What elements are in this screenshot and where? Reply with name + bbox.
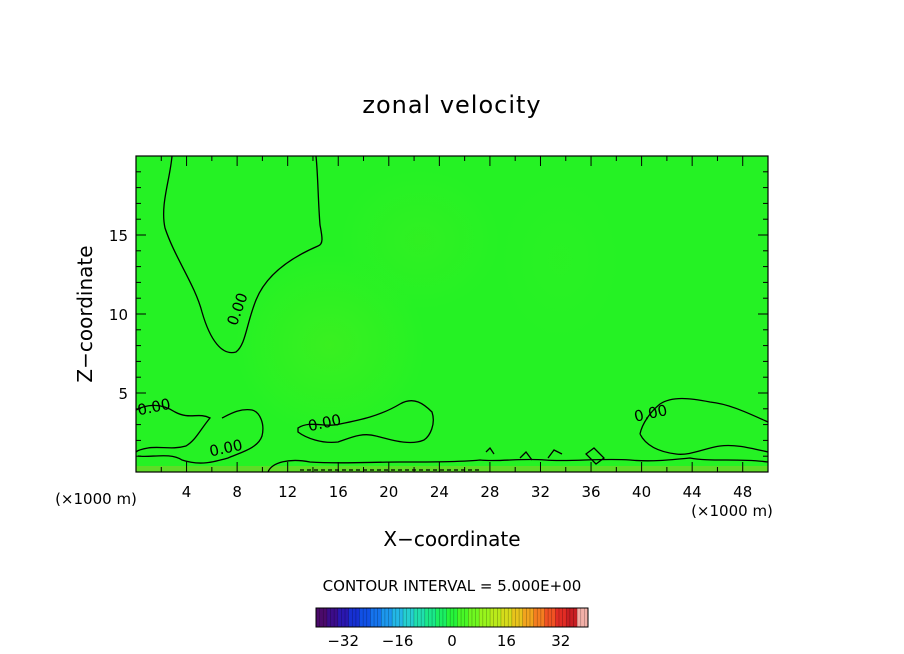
colorbar-cell <box>533 608 545 627</box>
colorbar-frame <box>315 607 589 628</box>
positive-velocity-region-upper <box>340 170 500 310</box>
contour-surface <box>267 457 768 472</box>
contour-right <box>639 397 768 455</box>
x-tick-label: 44 <box>683 483 702 501</box>
colorbar-cell <box>500 608 513 627</box>
contour-small-blobs <box>485 446 605 465</box>
colorbar-cell <box>359 608 371 627</box>
x-tick-label: 48 <box>733 483 752 501</box>
colorbar-tick-label: 32 <box>551 632 570 650</box>
colorbar-cell <box>403 608 415 627</box>
x-tick-label: 24 <box>430 483 449 501</box>
contour-interval-label: CONTOUR INTERVAL = 5.000E+00 <box>323 577 582 595</box>
colorbar-cell <box>511 608 524 627</box>
y-axis-tick-labels: 5 10 15 <box>109 227 128 403</box>
colorbar-cell <box>424 608 437 627</box>
x-tick-label: 12 <box>278 483 297 501</box>
colorbar-cell <box>490 608 502 627</box>
x-tick-label: 16 <box>329 483 348 501</box>
y-axis-label: Z−coordinate <box>73 245 97 382</box>
x-unit-right: (×1000 m) <box>691 502 773 520</box>
contour-left-low <box>136 404 212 453</box>
colorbar-cell <box>555 608 567 627</box>
x-tick-label: 32 <box>531 483 550 501</box>
x-tick-label: 20 <box>379 483 398 501</box>
colorbar-cell <box>566 608 578 627</box>
colorbar-cell <box>479 608 491 627</box>
positive-velocity-region <box>235 255 425 435</box>
colorbar-tick-label: −32 <box>327 632 359 650</box>
colorbar-cell <box>413 608 426 627</box>
colorbar-tick-label: 16 <box>497 632 516 650</box>
x-tick-label: 36 <box>581 483 600 501</box>
x-tick-label: 8 <box>232 483 242 501</box>
colorbar-cell <box>326 608 339 627</box>
colorbar-cell <box>457 608 469 627</box>
zero-contours <box>136 156 768 472</box>
colorbar-cell <box>316 608 328 627</box>
contour-upper-left <box>162 156 323 354</box>
colorbar-cell <box>435 608 448 627</box>
colorbar-cell <box>577 608 589 627</box>
x-axis-tick-labels: 4 8 12 16 20 24 28 32 36 40 44 48 <box>182 483 752 501</box>
colorbar-tick-label: −16 <box>382 632 414 650</box>
colorbar-cell <box>446 608 458 627</box>
colorbar-cell <box>381 608 393 627</box>
plot-area: 0.000.000.000.00 0.00 <box>136 156 768 472</box>
y-tick-label: 10 <box>109 306 128 324</box>
colorbar-cell <box>522 608 535 627</box>
x-axis-ticks <box>160 156 744 472</box>
contour-mid <box>297 400 434 444</box>
colorbar-cell <box>337 608 350 627</box>
y-tick-label: 15 <box>109 227 128 245</box>
colorbar-tick-labels: −32 −16 0 16 32 <box>327 632 570 650</box>
near-surface-band <box>136 466 768 472</box>
colorbar-cell <box>468 608 480 627</box>
colorbar <box>315 608 589 627</box>
x-unit-left: (×1000 m) <box>55 490 137 508</box>
colorbar-tick-label: 0 <box>447 632 457 650</box>
positive-velocity-region-right <box>500 180 620 340</box>
x-tick-label: 4 <box>182 483 192 501</box>
x-tick-label: 28 <box>480 483 499 501</box>
chart-title: zonal velocity <box>362 91 541 119</box>
x-tick-label: 40 <box>632 483 651 501</box>
y-axis-ticks <box>136 171 768 457</box>
colorbar-cell <box>370 608 382 627</box>
colorbar-cell <box>392 608 404 627</box>
contour-mid-left <box>137 408 264 464</box>
colorbar-cell <box>348 608 361 627</box>
y-tick-label: 5 <box>118 385 128 403</box>
x-axis-label: X−coordinate <box>383 527 520 551</box>
colorbar-cell <box>544 608 556 627</box>
